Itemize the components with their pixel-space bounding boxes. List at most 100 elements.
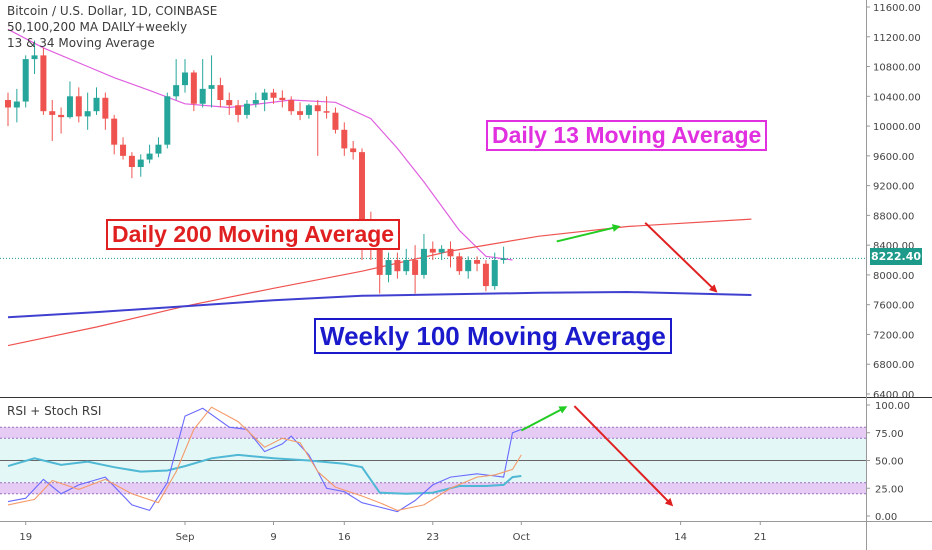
price-tick-label: 6400.00 — [873, 390, 914, 401]
daily200-annotation: Daily 200 Moving Average — [106, 219, 401, 250]
candle-body — [190, 72, 197, 104]
candle-body — [111, 118, 118, 145]
price-tick-label: 7200.00 — [873, 330, 914, 341]
rsi-tick-label: 25.00 — [875, 484, 904, 495]
candle-body — [22, 59, 29, 102]
candle-body — [394, 260, 401, 272]
ma-line-2 — [7, 290, 752, 319]
weekly100-annotation: Weekly 100 Moving Average — [314, 318, 672, 354]
rsi-line-0 — [7, 453, 522, 495]
price-tick-label: 10000.00 — [873, 122, 921, 133]
time-tick-label: 16 — [338, 532, 351, 543]
candle-body — [385, 260, 392, 275]
candle-body — [500, 258, 507, 261]
candle-body — [120, 144, 127, 156]
ma-legend-2: 13 & 34 Moving Average — [7, 36, 155, 50]
candle-body — [217, 85, 224, 101]
rsi-band-0 — [0, 427, 866, 439]
price-arrow-1 — [644, 222, 718, 293]
rsi-tick-label: 75.00 — [875, 429, 904, 440]
candle-body — [261, 92, 268, 101]
candle-body — [420, 248, 427, 275]
candle-body — [341, 129, 348, 149]
candle-body — [137, 159, 144, 168]
candle-body — [350, 148, 357, 153]
ma-line-1 — [7, 218, 752, 347]
candle-body — [403, 260, 410, 272]
price-tick-label: 8400.00 — [873, 241, 914, 252]
candle-body — [482, 263, 489, 287]
candle-body — [359, 152, 365, 238]
price-tick-label: 8000.00 — [873, 271, 914, 282]
time-tick-label: 14 — [674, 532, 687, 543]
candle-body — [128, 155, 135, 168]
candle-body — [75, 96, 82, 117]
rsi-line-1 — [7, 407, 522, 513]
symbol-title: Bitcoin / U.S. Dollar, 1D, COINBASE — [7, 4, 218, 18]
candle-body — [226, 100, 233, 106]
candle-body — [146, 153, 153, 160]
rsi-arrow-0 — [520, 406, 568, 432]
candle-body — [305, 105, 312, 115]
price-arrow-0 — [556, 224, 621, 243]
price-tick-label: 6800.00 — [873, 360, 914, 371]
time-tick-label: Sep — [176, 532, 195, 543]
rsi-tick-label: 0.00 — [875, 512, 897, 523]
candle-body — [323, 111, 330, 113]
candle-body — [5, 100, 11, 108]
candle-body — [288, 100, 295, 112]
candle-body — [297, 111, 304, 115]
price-tick-label: 8800.00 — [873, 211, 914, 222]
rsi-line-2 — [7, 406, 522, 511]
candle-body — [182, 72, 188, 86]
candle-body — [93, 97, 100, 112]
candle-body — [270, 92, 277, 98]
ma-legend-1: 50,100,200 MA DAILY+weekly — [7, 20, 188, 34]
price-tick-label: 7600.00 — [873, 301, 914, 312]
price-tick-label: 10400.00 — [873, 92, 921, 103]
candle-body — [252, 100, 259, 104]
candle-body — [235, 105, 242, 115]
candle-body — [31, 55, 38, 60]
last-price-tag: 8222.40 — [870, 248, 922, 265]
candle-body — [429, 248, 436, 253]
candle-body — [49, 111, 56, 115]
candle-body — [491, 260, 498, 287]
candle-body — [447, 248, 454, 257]
candle-body — [376, 245, 383, 275]
time-tick-label: 9 — [270, 532, 276, 543]
price-tick-label: 11600.00 — [873, 3, 921, 14]
candle-body — [199, 88, 206, 104]
candle-body — [243, 103, 250, 115]
candle-body — [40, 55, 47, 112]
price-tick-label: 11200.00 — [873, 33, 921, 44]
candle-body — [412, 260, 419, 275]
candle-body — [13, 101, 20, 108]
price-tick-label: 9600.00 — [873, 152, 914, 163]
candle-body — [456, 256, 463, 272]
candle-body — [58, 114, 65, 118]
candle-body — [474, 260, 481, 264]
time-tick-label: Oct — [513, 532, 530, 543]
candle-body — [66, 96, 73, 118]
price-tick-label: 9200.00 — [873, 182, 914, 193]
price-tick-label: 10800.00 — [873, 63, 921, 74]
candle-body — [208, 85, 215, 89]
candle-body — [279, 97, 286, 101]
candle-body — [465, 260, 472, 272]
candle-body — [102, 97, 109, 119]
time-tick-label: 19 — [19, 532, 32, 543]
candle-body — [84, 111, 91, 117]
candle-body — [332, 112, 339, 130]
daily13-annotation: Daily 13 Moving Average — [486, 120, 768, 151]
rsi-tick-label: 50.00 — [875, 457, 904, 468]
time-tick-label: 21 — [754, 532, 767, 543]
candle-body — [164, 96, 171, 145]
candle-body — [314, 105, 321, 112]
rsi-tick-label: 100.00 — [875, 401, 910, 412]
rsi-arrow-1 — [573, 405, 674, 507]
candle-body — [173, 85, 180, 97]
indicator-title: RSI + Stoch RSI — [7, 404, 102, 418]
candle-body — [438, 248, 445, 253]
